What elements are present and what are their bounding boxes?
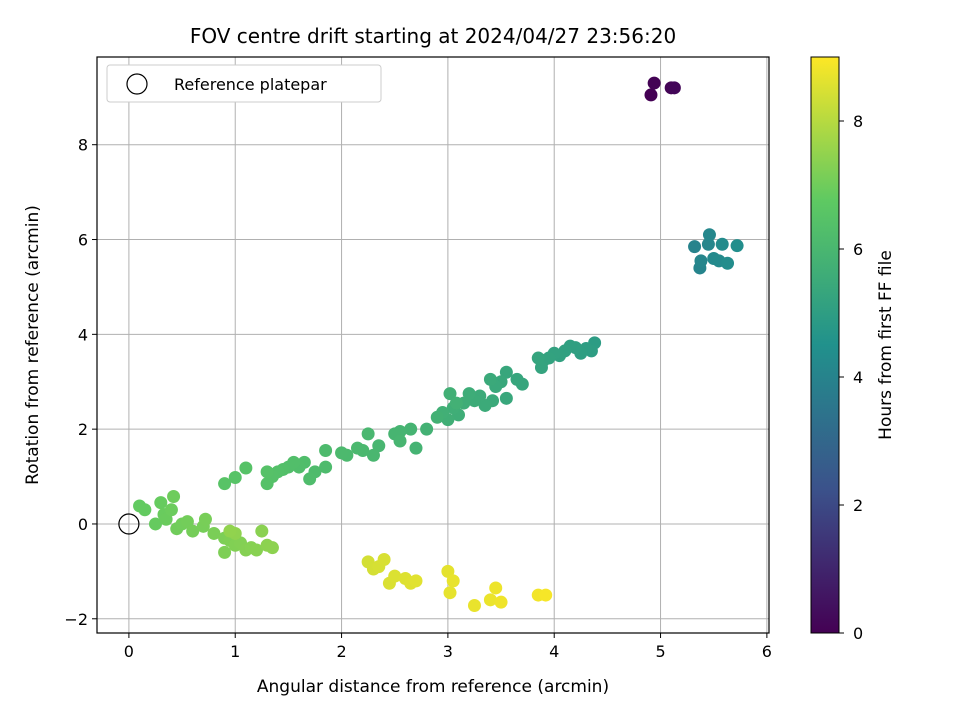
legend-reference-marker	[126, 73, 148, 95]
data-point	[319, 460, 333, 474]
data-points	[118, 76, 744, 613]
y-tick-label: 8	[78, 136, 88, 155]
data-point	[167, 489, 181, 503]
data-point	[218, 545, 232, 559]
data-point	[702, 228, 716, 242]
grid	[97, 57, 769, 633]
data-point	[260, 477, 274, 491]
legend-entry-reference-platepar: Reference platepar	[174, 75, 327, 94]
data-point	[409, 574, 423, 588]
data-point	[249, 543, 263, 557]
data-point	[647, 76, 661, 90]
data-point	[441, 564, 455, 578]
data-point	[443, 586, 457, 600]
colorbar: 0 2 4 6 8 Hours from first FF file	[810, 56, 896, 643]
data-point	[372, 439, 386, 453]
x-tick-label: 2	[336, 642, 346, 661]
y-tick-label: 4	[78, 325, 88, 344]
x-tick-label: 0	[124, 642, 134, 661]
data-point	[494, 595, 508, 609]
data-point	[443, 387, 457, 401]
legend-box	[106, 64, 382, 103]
x-tick-label: 6	[762, 642, 772, 661]
data-point	[186, 524, 200, 538]
reference-platepar-marker	[118, 513, 140, 535]
data-point	[223, 524, 237, 538]
data-point	[228, 471, 242, 485]
data-point	[303, 472, 317, 486]
y-tick-label: −2	[64, 610, 88, 629]
data-point	[154, 496, 168, 510]
colorbar-tick-label: 8	[853, 112, 863, 131]
x-tick-label: 5	[655, 642, 665, 661]
data-point	[148, 517, 162, 531]
data-point	[361, 427, 375, 441]
data-point	[159, 512, 173, 526]
y-axis-ticks: −2 0 2 4 6 8	[64, 136, 97, 629]
data-point	[218, 477, 232, 491]
data-point	[510, 372, 524, 386]
y-axis-label: Rotation from reference (arcmin)	[23, 205, 43, 485]
data-point	[483, 372, 497, 386]
y-tick-label: 6	[78, 231, 88, 250]
colorbar-tick-label: 0	[853, 624, 863, 643]
x-tick-label: 1	[230, 642, 240, 661]
data-point	[446, 574, 460, 588]
data-point	[715, 237, 729, 251]
data-point	[260, 465, 274, 479]
data-point	[730, 239, 744, 253]
data-point	[239, 461, 253, 475]
colorbar-tick-label: 2	[853, 496, 863, 515]
data-point	[539, 588, 553, 602]
data-point	[531, 351, 545, 365]
colorbar-label: Hours from first FF file	[876, 250, 896, 440]
data-point	[404, 422, 418, 436]
data-point	[366, 448, 380, 462]
colorbar-tick-label: 6	[853, 240, 863, 259]
data-point	[164, 503, 178, 517]
data-point	[478, 398, 492, 412]
data-point	[377, 553, 391, 567]
x-tick-label: 4	[549, 642, 559, 661]
data-point	[489, 581, 503, 595]
data-point	[198, 512, 212, 526]
data-point	[449, 396, 463, 410]
data-point	[462, 387, 476, 401]
data-point	[265, 541, 279, 555]
data-point	[388, 569, 402, 583]
data-point	[319, 443, 333, 457]
data-point	[667, 81, 681, 95]
y-tick-label: 0	[78, 515, 88, 534]
data-point	[393, 434, 407, 448]
data-point	[701, 237, 715, 251]
x-axis-ticks: 0 1 2 3 4 5 6	[124, 633, 772, 661]
y-tick-label: 2	[78, 420, 88, 439]
plot-area-frame	[96, 56, 770, 634]
data-point	[420, 422, 434, 436]
data-point	[499, 365, 513, 379]
chart-title: FOV centre drift starting at 2024/04/27 …	[190, 24, 676, 48]
colorbar-tick-label: 4	[853, 368, 863, 387]
legend: Reference platepar	[106, 64, 382, 103]
data-point	[138, 503, 152, 517]
data-point	[430, 410, 444, 424]
data-point	[467, 599, 481, 613]
data-point	[483, 593, 497, 607]
data-point	[721, 256, 735, 270]
data-point	[499, 391, 513, 405]
colorbar-gradient	[810, 56, 840, 634]
data-point	[644, 88, 658, 102]
colorbar-ticks: 0 2 4 6 8	[839, 112, 863, 643]
data-point	[207, 526, 221, 540]
data-point	[351, 441, 365, 455]
data-point	[335, 446, 349, 460]
data-point	[180, 515, 194, 529]
data-point	[255, 524, 269, 538]
data-point	[694, 254, 708, 268]
x-axis-label: Angular distance from reference (arcmin)	[257, 677, 609, 697]
x-tick-label: 3	[443, 642, 453, 661]
data-point	[409, 441, 423, 455]
data-point	[688, 240, 702, 254]
